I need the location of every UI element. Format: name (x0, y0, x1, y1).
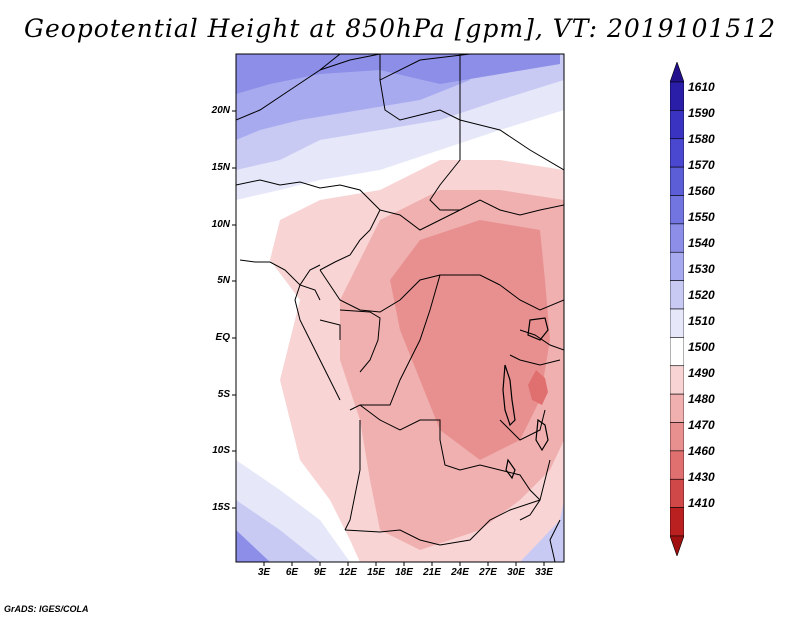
colorbar-label-1410: 1410 (688, 496, 715, 510)
lat-label-15s: 15S (212, 502, 230, 513)
colorbar-segment (670, 507, 684, 537)
colorbar-label-1510: 1510 (688, 314, 715, 328)
colorbar-segment (670, 450, 684, 480)
colorbar-segment (670, 337, 684, 367)
lon-label-12e: 12E (339, 567, 357, 578)
contour-1530-sw (236, 500, 320, 562)
colorbar-label-1540: 1540 (688, 236, 715, 250)
lat-label-5n: 5N (217, 275, 230, 286)
lon-label-27e: 27E (479, 567, 497, 578)
colorbar-segment (670, 365, 684, 395)
contour-1470 (528, 370, 548, 405)
lon-label-33e: 33E (535, 567, 553, 578)
colorbar-segment (670, 81, 684, 111)
contour-1480 (390, 220, 550, 460)
colorbar-segment (670, 223, 684, 253)
colorbar-label-1460: 1460 (688, 444, 715, 458)
colorbar-label-1580: 1580 (688, 132, 715, 146)
lat-label-5s: 5S (217, 389, 230, 400)
colorbar-segment (670, 62, 684, 83)
lon-label-6e: 6E (285, 567, 299, 578)
lon-label-18e: 18E (395, 567, 413, 578)
colorbar-segment (670, 138, 684, 168)
colorbar-label-1610: 1610 (688, 80, 715, 94)
colorbar-segment (670, 308, 684, 338)
lat-label-15n: 15N (211, 162, 230, 173)
lon-label-21e: 21E (423, 567, 441, 578)
footer-credit: GrADS: IGES/COLA (4, 604, 89, 614)
colorbar-label-1520: 1520 (688, 288, 715, 302)
colorbar-segment (670, 195, 684, 225)
colorbar-label-1560: 1560 (688, 184, 715, 198)
colorbar-segment (670, 280, 684, 310)
contour-1550-sw (236, 530, 270, 562)
country-borders (236, 54, 564, 546)
colorbar-label-1480: 1480 (688, 392, 715, 406)
colorbar-label-1490: 1490 (688, 366, 715, 380)
lon-label-24e: 24E (451, 567, 469, 578)
colorbar-label-1530: 1530 (688, 262, 715, 276)
contour-1550 (236, 54, 560, 94)
colorbar-label-1430: 1430 (688, 470, 715, 484)
colorbar-segment (670, 110, 684, 140)
colorbar-label-1500: 1500 (688, 340, 715, 354)
colorbar-label-1550: 1550 (688, 210, 715, 224)
lon-ticks (263, 562, 545, 566)
lon-label-30e: 30E (507, 567, 525, 578)
colorbar-label-1590: 1590 (688, 106, 715, 120)
lon-label-15e: 15E (367, 567, 385, 578)
colorbar (670, 62, 684, 556)
colorbar-segment (670, 478, 684, 508)
colorbar-segment (670, 535, 684, 556)
lakes (502, 317, 549, 480)
lon-label-9e: 9E (313, 567, 327, 578)
colorbar-label-1570: 1570 (688, 158, 715, 172)
colorbar-segment (670, 393, 684, 423)
colorbar-label-1470: 1470 (688, 418, 715, 432)
chart-title: Geopotential Height at 850hPa [gpm], VT:… (23, 14, 777, 43)
lon-label-3e: 3E (257, 567, 271, 578)
coastline-west (294, 264, 341, 401)
colorbar-segment (670, 166, 684, 196)
colorbar-segment (670, 251, 684, 281)
lat-ticks (232, 110, 236, 509)
lat-label-20n: 20N (211, 105, 230, 116)
map-frame (235, 53, 565, 563)
lat-label-10s: 10S (212, 445, 230, 456)
coastline-east (549, 519, 561, 562)
lat-label-eq: EQ (215, 332, 230, 343)
colorbar-segment (670, 422, 684, 452)
lat-label-10n: 10N (211, 219, 230, 230)
